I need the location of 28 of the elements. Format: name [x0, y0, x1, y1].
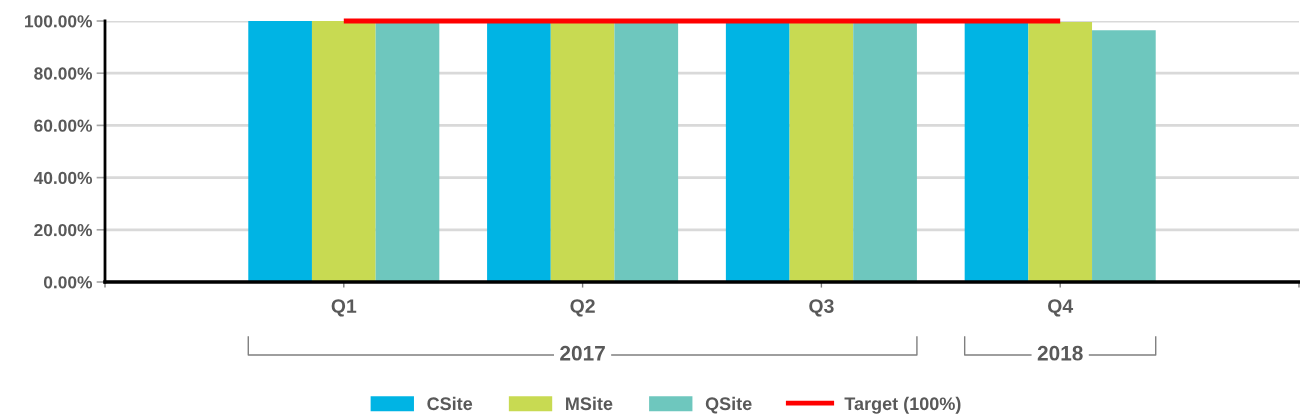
x-tick-label: Q4 [1048, 299, 1074, 317]
bar [614, 21, 679, 282]
bar [789, 21, 854, 282]
legend-label: QSite [705, 396, 752, 414]
bar [248, 21, 312, 282]
y-tick-label: 100.00% [25, 15, 93, 28]
text: 2018 [1037, 345, 1083, 361]
y-tick-label: 0.00% [43, 276, 93, 289]
legend-label: MSite [566, 396, 613, 411]
legend-label: Target (100%) [844, 396, 961, 414]
bar [725, 21, 790, 282]
y-tick-label: 20.00% [34, 223, 93, 237]
bar [311, 21, 376, 282]
bar [487, 21, 551, 282]
x-tick-label: Q1 [331, 299, 357, 317]
bar [375, 21, 440, 282]
legend-label: CSite [427, 396, 473, 411]
bar [964, 21, 1029, 282]
x-tick-label: Q3 [809, 299, 834, 317]
bar [1092, 30, 1156, 282]
y-tick-label: 80.00% [34, 67, 93, 80]
bar [550, 21, 615, 282]
y-tick-label: 40.00% [33, 171, 93, 185]
bar [853, 21, 917, 282]
y-tick-label: 60.00% [34, 119, 93, 132]
bar [1028, 22, 1093, 282]
x-tick-label: Q2 [570, 299, 595, 317]
text: 2017 [560, 345, 605, 361]
